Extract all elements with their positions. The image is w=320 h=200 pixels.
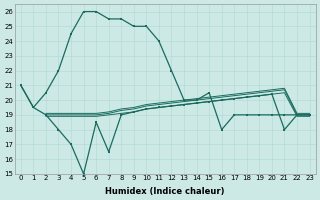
X-axis label: Humidex (Indice chaleur): Humidex (Indice chaleur) [106, 187, 225, 196]
